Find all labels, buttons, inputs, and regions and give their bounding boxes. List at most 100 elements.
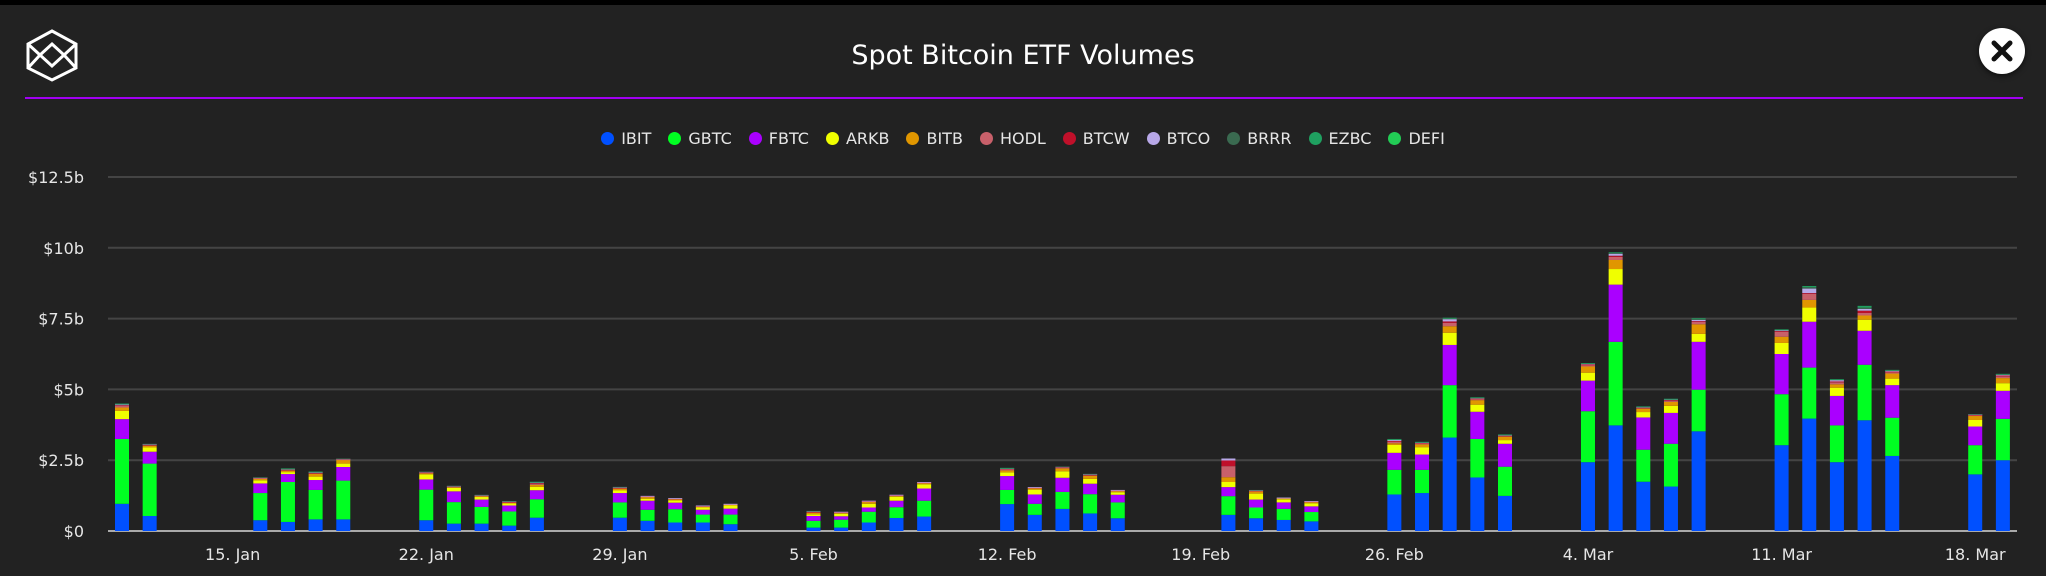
bar-segment-fbtc[interactable]: [1691, 341, 1706, 390]
bar-segment-fbtc[interactable]: [917, 488, 932, 501]
bar-segment-btcw[interactable]: [1083, 474, 1098, 476]
bar-segment-ibit[interactable]: [1027, 514, 1042, 531]
bar-stack-03-04[interactable]: [1580, 363, 1595, 531]
bar-segment-ibit[interactable]: [1498, 495, 1512, 531]
bar-segment-btcw[interactable]: [1415, 442, 1430, 444]
bar-segment-arkb[interactable]: [1829, 387, 1844, 396]
bar-segment-fbtc[interactable]: [308, 480, 323, 490]
bar-segment-ezbc[interactable]: [115, 403, 129, 405]
bar-stack-02-02[interactable]: [723, 503, 738, 531]
bar-segment-ezbc[interactable]: [1829, 379, 1844, 381]
bar-segment-btco[interactable]: [889, 494, 904, 496]
bar-segment-btco[interactable]: [1027, 487, 1042, 488]
bar-stack-02-23[interactable]: [1304, 500, 1319, 531]
bar-segment-ibit[interactable]: [612, 517, 627, 531]
bar-segment-ibit[interactable]: [1415, 493, 1430, 531]
bar-segment-gbtc[interactable]: [308, 489, 323, 520]
bar-segment-btcw[interactable]: [529, 483, 544, 484]
bar-segment-gbtc[interactable]: [806, 520, 821, 528]
bar-segment-fbtc[interactable]: [1083, 483, 1098, 495]
bar-segment-ibit[interactable]: [1829, 462, 1844, 531]
bar-segment-ezbc[interactable]: [1995, 373, 2010, 375]
bar-segment-arkb[interactable]: [1055, 471, 1070, 478]
bar-segment-ibit[interactable]: [1442, 437, 1457, 531]
bar-segment-gbtc[interactable]: [529, 499, 544, 518]
bar-segment-arkb[interactable]: [695, 507, 710, 510]
bar-segment-ibit[interactable]: [640, 520, 655, 531]
bar-segment-gbtc[interactable]: [723, 514, 738, 525]
bar-stack-02-26[interactable]: [1387, 438, 1402, 531]
bar-segment-brrr[interactable]: [1691, 319, 1706, 320]
bar-segment-gbtc[interactable]: [640, 509, 655, 521]
bar-segment-bitb[interactable]: [1470, 400, 1485, 405]
bar-segment-bitb[interactable]: [612, 488, 627, 491]
bar-stack-01-29[interactable]: [612, 486, 627, 531]
bar-segment-ezbc[interactable]: [1387, 438, 1402, 440]
bar-segment-gbtc[interactable]: [1027, 503, 1042, 515]
bar-segment-fbtc[interactable]: [253, 483, 268, 494]
bar-segment-brrr[interactable]: [336, 458, 351, 460]
bar-segment-bitb[interactable]: [723, 504, 738, 506]
bar-segment-ibit[interactable]: [1774, 445, 1789, 531]
bar-segment-fbtc[interactable]: [1415, 454, 1430, 470]
bar-segment-btcw[interactable]: [1636, 407, 1651, 409]
bar-segment-ibit[interactable]: [1636, 481, 1651, 531]
bar-segment-btco[interactable]: [1995, 374, 2010, 376]
bar-segment-bitb[interactable]: [1415, 444, 1430, 448]
bar-stack-01-30[interactable]: [640, 495, 655, 531]
bar-segment-fbtc[interactable]: [1249, 499, 1264, 508]
bar-stack-02-27[interactable]: [1415, 441, 1430, 531]
bar-segment-fbtc[interactable]: [1885, 385, 1900, 418]
bar-segment-brrr[interactable]: [612, 486, 627, 488]
bar-segment-btcw[interactable]: [1995, 375, 2010, 377]
bar-segment-bitb[interactable]: [889, 495, 904, 497]
bar-segment-gbtc[interactable]: [1857, 364, 1872, 421]
bar-segment-gbtc[interactable]: [1387, 469, 1402, 495]
bar-segment-gbtc[interactable]: [1249, 507, 1264, 519]
bar-segment-bitb[interactable]: [1995, 378, 2010, 384]
bar-segment-fbtc[interactable]: [1829, 395, 1844, 426]
bar-segment-btco[interactable]: [834, 511, 849, 513]
bar-segment-hodl[interactable]: [1221, 466, 1236, 478]
bar-segment-btcw[interactable]: [1580, 364, 1595, 366]
legend-item-btco[interactable]: BTCO: [1146, 129, 1210, 148]
bar-stack-02-01[interactable]: [695, 505, 710, 531]
bar-segment-gbtc[interactable]: [889, 507, 904, 518]
bar-segment-gbtc[interactable]: [1110, 502, 1125, 519]
bar-stack-01-24[interactable]: [474, 494, 489, 531]
bar-segment-arkb[interactable]: [889, 496, 904, 501]
bar-segment-fbtc[interactable]: [1802, 321, 1817, 368]
bar-segment-bitb[interactable]: [834, 512, 849, 514]
bar-stack-02-22[interactable]: [1276, 497, 1291, 531]
bar-segment-brrr[interactable]: [1055, 466, 1070, 468]
bar-segment-bitb[interactable]: [668, 498, 683, 501]
bar-stack-03-19[interactable]: [1995, 373, 2010, 531]
bar-segment-brrr[interactable]: [1608, 252, 1623, 254]
bar-segment-ibit[interactable]: [1580, 462, 1595, 531]
bar-segment-arkb[interactable]: [834, 513, 849, 517]
bar-segment-fbtc[interactable]: [529, 490, 544, 500]
bar-segment-btcw[interactable]: [612, 487, 627, 489]
bar-segment-fbtc[interactable]: [1498, 443, 1512, 467]
bar-segment-bitb[interactable]: [1221, 477, 1236, 483]
bar-segment-bitb[interactable]: [529, 484, 544, 487]
bar-segment-arkb[interactable]: [1276, 499, 1291, 503]
bar-segment-fbtc[interactable]: [1276, 502, 1291, 509]
bar-segment-gbtc[interactable]: [1276, 508, 1291, 520]
bar-segment-bitb[interactable]: [336, 459, 351, 464]
bar-segment-fbtc[interactable]: [1304, 506, 1319, 513]
bar-segment-btco[interactable]: [861, 500, 876, 502]
bar-segment-hodl[interactable]: [1470, 399, 1485, 401]
bar-segment-btco[interactable]: [668, 498, 683, 499]
bar-segment-btcw[interactable]: [1829, 381, 1844, 383]
legend-item-ibit[interactable]: IBIT: [601, 129, 651, 148]
bar-segment-btcw[interactable]: [502, 501, 517, 503]
bar-stack-01-19[interactable]: [336, 458, 351, 531]
bar-segment-btco[interactable]: [640, 495, 655, 497]
bar-segment-brrr[interactable]: [253, 477, 268, 478]
bar-segment-bitb[interactable]: [1387, 443, 1402, 445]
bar-stack-01-16[interactable]: [253, 477, 268, 531]
bar-segment-arkb[interactable]: [280, 472, 295, 475]
bar-stack-03-06[interactable]: [1636, 406, 1651, 531]
bar-segment-arkb[interactable]: [806, 514, 821, 516]
